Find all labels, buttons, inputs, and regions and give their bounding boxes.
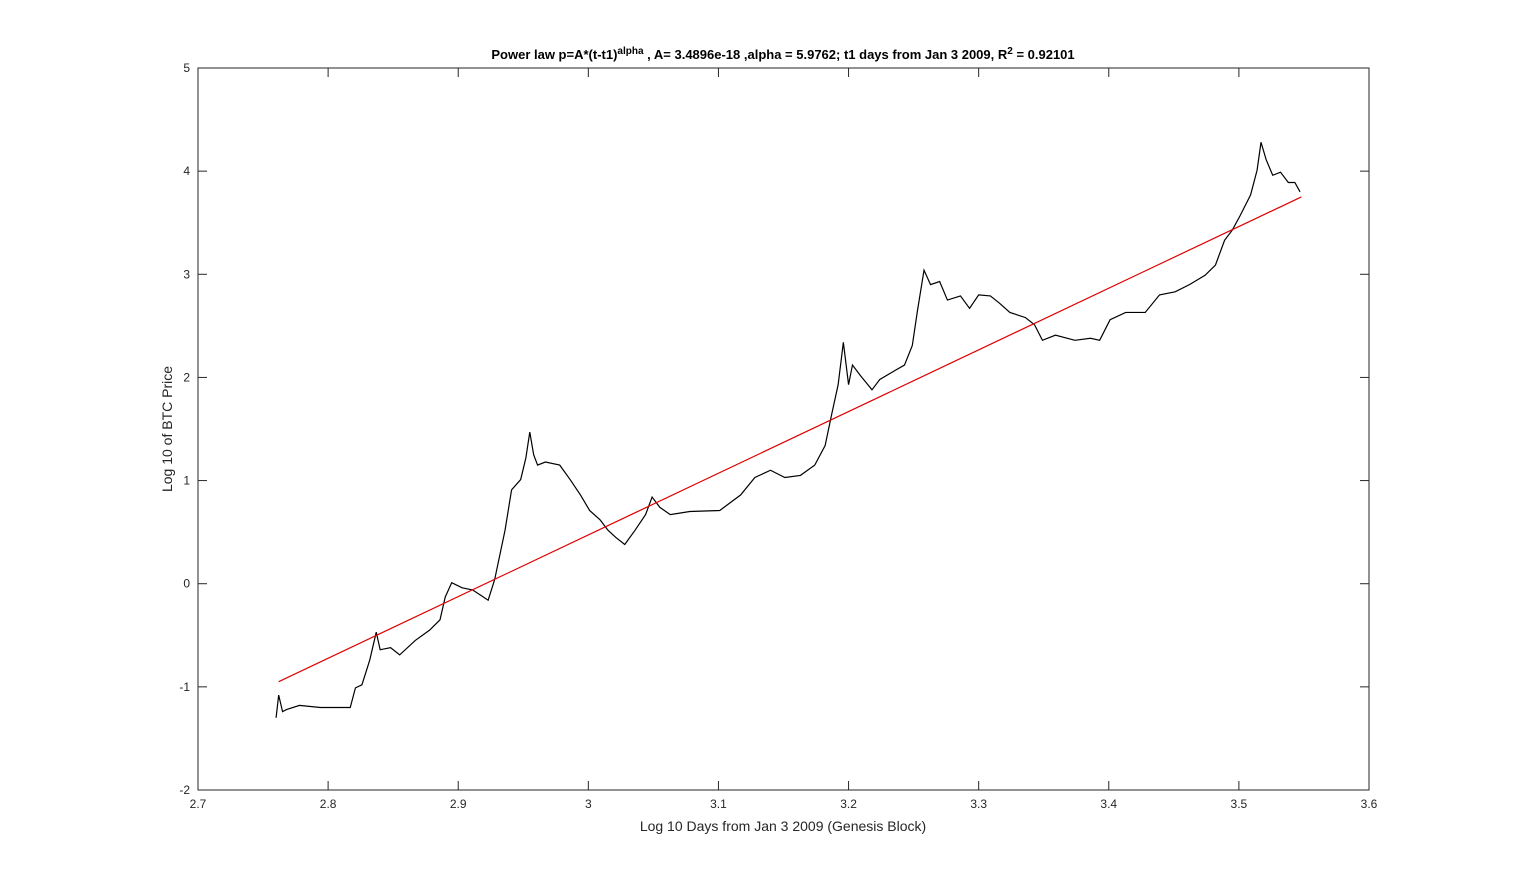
x-tick-label: 3.2 xyxy=(840,797,857,811)
x-tick-label: 3.5 xyxy=(1231,797,1248,811)
y-tick-label: 0 xyxy=(183,577,190,591)
title-part: , A= 3.4896e-18 ,alpha = 5.9762; t1 days… xyxy=(644,47,1008,62)
data-line xyxy=(275,142,1301,718)
x-tick-label: 2.9 xyxy=(450,797,467,811)
x-axis-label: Log 10 Days from Jan 3 2009 (Genesis Blo… xyxy=(640,818,926,834)
data-line xyxy=(278,196,1302,683)
y-tick-label: 3 xyxy=(183,267,190,281)
title-part: Power law p=A*(t-t1) xyxy=(491,47,617,62)
x-tick-label: 3.6 xyxy=(1361,797,1378,811)
title-part: 2 xyxy=(1007,46,1013,57)
title-part: alpha xyxy=(617,46,644,57)
x-tick-label: 3.1 xyxy=(710,797,727,811)
x-tick-label: 3.3 xyxy=(970,797,987,811)
y-tick-label: -2 xyxy=(179,783,190,797)
plot-frame xyxy=(197,67,1370,791)
x-tick-label: 2.7 xyxy=(190,797,207,811)
chart-title: Power law p=A*(t-t1)alpha , A= 3.4896e-1… xyxy=(491,46,1074,63)
y-tick-label: 4 xyxy=(183,164,190,178)
y-tick-label: 5 xyxy=(183,61,190,75)
y-tick-label: -1 xyxy=(179,680,190,694)
title-part: = 0.92101 xyxy=(1013,47,1075,62)
x-tick-label: 3.4 xyxy=(1100,797,1117,811)
x-tick-label: 2.8 xyxy=(320,797,337,811)
x-tick-label: 3 xyxy=(585,797,592,811)
y-tick-label: 1 xyxy=(183,474,190,488)
y-tick-label: 2 xyxy=(183,370,190,384)
y-axis-label: Log 10 of BTC Price xyxy=(159,366,175,492)
